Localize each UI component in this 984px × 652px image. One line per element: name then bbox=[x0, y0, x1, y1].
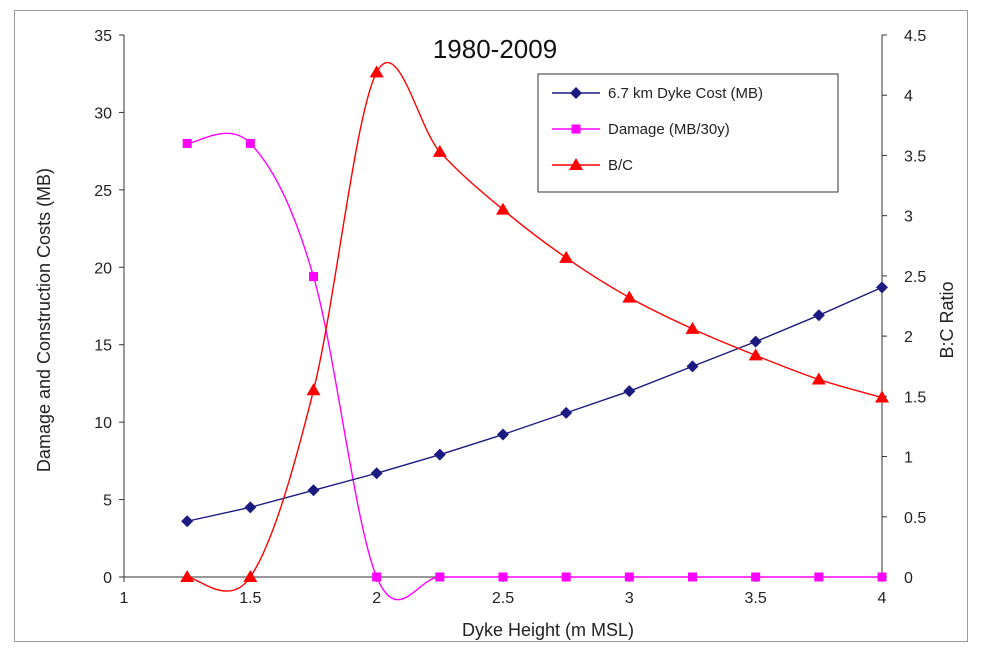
ticks: 1 1.5 2 2.5 3 3.5 40510152025303500.511.522.53… bbox=[94, 28, 926, 607]
legend: 6.7 km Dyke Cost (MB) Damage (MB/30y) B/C bbox=[537, 73, 839, 193]
data-point bbox=[876, 281, 888, 294]
legend-item: 6.7 km Dyke Cost (MB) bbox=[552, 85, 763, 102]
data-point bbox=[812, 309, 825, 322]
series-diamond bbox=[181, 281, 888, 528]
y2-tick-label: 1.5 bbox=[904, 389, 926, 406]
y-tick-label: 10 bbox=[94, 415, 112, 432]
data-point bbox=[496, 202, 510, 215]
data-point bbox=[497, 428, 509, 441]
data-point bbox=[243, 570, 258, 582]
x-tick-label: 1 bbox=[120, 590, 129, 607]
series-triangle bbox=[180, 62, 889, 592]
y2-tick-label: 3.5 bbox=[904, 148, 926, 165]
y-tick-label: 25 bbox=[94, 183, 112, 200]
data-point bbox=[435, 572, 445, 582]
y-tick-label: 35 bbox=[94, 28, 112, 45]
y-tick-label: 20 bbox=[94, 260, 112, 277]
y-axis-title: Damage and Construction Costs (MB) bbox=[34, 168, 54, 472]
series-line bbox=[187, 286, 883, 522]
x-tick-label: 4 bbox=[878, 590, 887, 607]
data-point bbox=[748, 348, 763, 361]
y-tick-label: 15 bbox=[94, 338, 112, 355]
legend-label: Damage (MB/30y) bbox=[608, 121, 730, 138]
legend-item: Damage (MB/30y) bbox=[552, 121, 730, 138]
legend-marker bbox=[570, 87, 582, 99]
data-point bbox=[245, 138, 255, 148]
chart-title: 1980-2009 bbox=[433, 34, 557, 64]
y2-axis-title: B:C Ratio bbox=[937, 281, 957, 358]
data-point bbox=[182, 138, 192, 148]
data-point bbox=[560, 406, 573, 419]
data-point bbox=[685, 321, 700, 334]
data-point bbox=[623, 385, 636, 398]
legend-item: B/C bbox=[552, 157, 633, 174]
x-tick-label: 3 bbox=[625, 590, 634, 607]
data-point bbox=[749, 335, 762, 348]
y2-tick-label: 2 bbox=[904, 329, 913, 346]
data-point bbox=[559, 250, 574, 263]
data-point bbox=[751, 572, 761, 582]
data-point bbox=[624, 572, 634, 582]
series-square bbox=[182, 132, 887, 601]
data-point bbox=[370, 467, 383, 480]
data-point bbox=[181, 515, 194, 528]
y2-tick-label: 4.5 bbox=[904, 28, 926, 45]
legend-items: 6.7 km Dyke Cost (MB) Damage (MB/30y) B/C bbox=[552, 85, 763, 174]
data-point bbox=[561, 572, 571, 582]
data-point bbox=[307, 484, 320, 497]
data-point bbox=[433, 448, 446, 461]
x-axis-title: Dyke Height (m MSL) bbox=[462, 620, 634, 640]
legend-label: B/C bbox=[608, 157, 633, 174]
series-layer bbox=[180, 62, 889, 601]
x-tick-label: 2.5 bbox=[492, 590, 514, 607]
series-line bbox=[187, 132, 882, 601]
x-tick-label: 3.5 bbox=[745, 590, 767, 607]
data-point bbox=[688, 572, 697, 582]
data-point bbox=[306, 383, 321, 396]
y-tick-label: 0 bbox=[103, 570, 112, 587]
data-point bbox=[622, 290, 637, 303]
y-tick-label: 5 bbox=[103, 493, 112, 510]
data-point bbox=[811, 372, 826, 385]
x-tick-label: 1.5 bbox=[239, 590, 261, 607]
y2-tick-label: 1 bbox=[904, 450, 913, 467]
data-point bbox=[686, 360, 699, 373]
y2-tick-label: 4 bbox=[904, 88, 913, 105]
data-point bbox=[498, 572, 508, 582]
y2-tick-label: 2.5 bbox=[904, 269, 926, 286]
data-point bbox=[369, 65, 384, 78]
data-point bbox=[244, 501, 257, 514]
y2-tick-label: 0.5 bbox=[904, 510, 926, 527]
legend-label: 6.7 km Dyke Cost (MB) bbox=[608, 85, 763, 102]
x-tick-label: 2 bbox=[372, 590, 381, 607]
data-point bbox=[372, 572, 382, 582]
data-point bbox=[432, 144, 447, 157]
y-tick-label: 30 bbox=[94, 105, 112, 122]
legend-marker bbox=[569, 158, 583, 170]
y2-tick-label: 3 bbox=[904, 209, 913, 226]
data-point bbox=[309, 272, 318, 282]
data-point bbox=[877, 572, 887, 582]
data-point bbox=[180, 570, 195, 582]
y2-tick-label: 0 bbox=[904, 570, 913, 587]
data-point bbox=[875, 390, 889, 403]
data-point bbox=[814, 572, 824, 582]
series-line bbox=[187, 62, 883, 592]
legend-marker bbox=[571, 124, 581, 134]
